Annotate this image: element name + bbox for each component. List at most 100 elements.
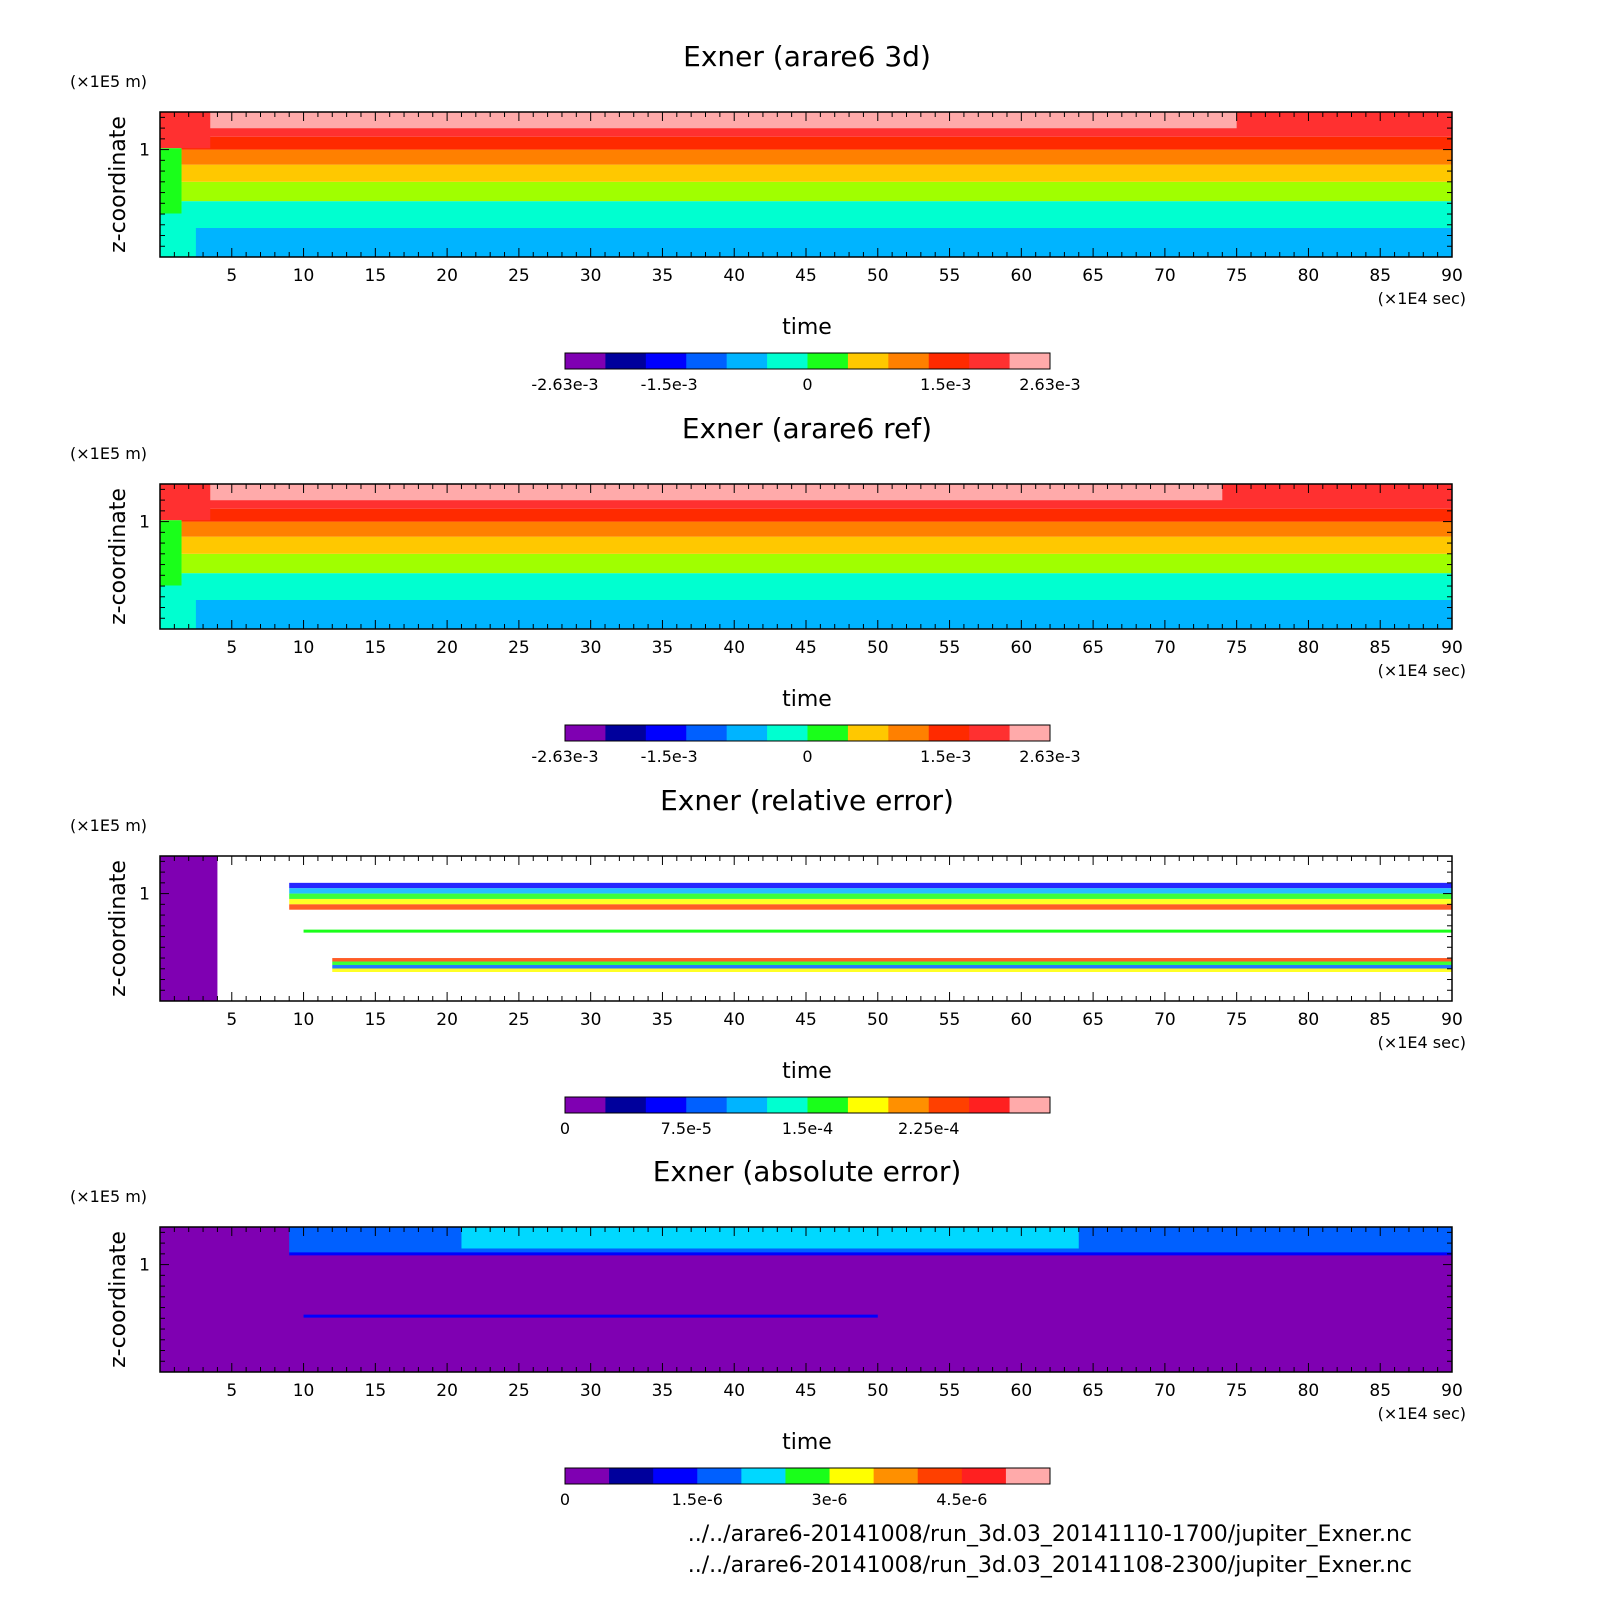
colorbar-swatch [767,1097,808,1113]
x-axis-unit: (×1E4 sec) [1378,661,1466,680]
x-tick-label: 80 [1298,266,1320,286]
colorbar-label: 0 [560,1490,570,1509]
x-tick-label: 90 [1441,1381,1463,1401]
colorbar: 0 7.5e-5 1.5e-4 2.25e-4 [560,1096,1051,1138]
x-tick-label: 45 [795,1010,817,1030]
x-tick-label: 5 [226,638,237,658]
colorbar-swatch [807,725,849,741]
colorbar-label: 0 [560,1119,570,1138]
contour-layer [181,484,1453,501]
colorbar-swatch [686,1097,728,1113]
x-tick-label: 30 [580,1010,602,1030]
x-tick-label: 75 [1226,1381,1248,1401]
contour-layer [181,600,1453,629]
colorbar-swatch [847,725,889,741]
x-tick-label: 70 [1154,638,1176,658]
colorbar-label: 1.5e-3 [920,747,971,766]
colorbar-swatch [697,1468,742,1484]
x-tick-label: 90 [1441,266,1463,286]
colorbar-swatch [645,725,687,741]
x-tick-label: 30 [580,1381,602,1401]
colorbar-label: -1.5e-3 [641,747,698,766]
contour-region [461,1227,1079,1249]
colorbar-label: 4.5e-6 [936,1490,987,1509]
contour-layer [181,536,1453,554]
x-tick-label: 25 [508,638,530,658]
x-tick-label: 40 [723,1381,745,1401]
x-tick-label: 15 [365,1381,387,1401]
x-tick-label: 25 [508,1010,530,1030]
contour-layer [181,201,1453,228]
colorbar-label: 1.5e-4 [782,1119,833,1138]
colorbar-swatch [565,725,606,741]
y-axis-label: z-coordinate [106,860,131,997]
x-axis-unit: (×1E4 sec) [1378,289,1466,308]
colorbar-swatch [741,1468,786,1484]
colorbar-swatch [726,353,768,369]
contour-layer [181,149,1453,165]
source-file-1: ../../arare6-20141008/run_3d.03_20141110… [687,1522,1412,1547]
y-tick-label: 1 [139,141,150,161]
colorbar-label: -1.5e-3 [641,375,698,394]
x-tick-label: 15 [365,638,387,658]
x-tick-label: 75 [1226,1010,1248,1030]
contour-band [332,961,1453,966]
x-tick-label: 70 [1154,1010,1176,1030]
colorbar-label: 1.5e-6 [672,1490,723,1509]
x-tick-label: 65 [1082,638,1104,658]
x-axis-label: time [782,1430,832,1455]
colorbar-swatch [847,353,889,369]
colorbar-swatch [653,1468,698,1484]
contour-layer [160,585,196,629]
x-tick-label: 80 [1298,638,1320,658]
x-tick-label: 35 [652,266,674,286]
contour-layer [181,573,1453,600]
colorbar-label: -2.63e-3 [531,375,598,394]
colorbar-swatch [888,725,930,741]
contour-layer [181,181,1453,202]
contour-layer [181,553,1453,574]
colorbar: 0 1.5e-6 3e-6 4.5e-6 [560,1467,1051,1509]
x-tick-label: 55 [939,1381,961,1401]
chart-panel-3: Exner (relative error) (×1E5 m) z-coordina… [70,784,1466,1138]
contour-band [289,888,1453,894]
contour-band [332,958,1453,962]
chart-title: Exner (absolute error) [653,1155,962,1188]
contour-layer [181,164,1453,182]
colorbar-swatch [605,1097,647,1113]
contour-layer [1236,112,1452,135]
colorbar-label: 7.5e-5 [661,1119,712,1138]
x-tick-label: 20 [436,1010,458,1030]
colorbar-swatch [1009,353,1051,369]
y-tick-label: 1 [139,513,150,533]
x-tick-label: 55 [939,266,961,286]
colorbar-swatch [969,353,1011,369]
colorbar-swatch [888,353,930,369]
colorbar-swatch [686,353,728,369]
x-tick-label: 35 [652,638,674,658]
chart-panel-2: Exner (arare6 ref) (×1E5 m) z-coordinate 5 1… [70,412,1466,766]
colorbar-swatch [969,725,1011,741]
x-tick-label: 10 [293,1381,315,1401]
x-tick-label: 5 [226,266,237,286]
colorbar-swatch [969,1097,1011,1113]
x-tick-label: 45 [795,638,817,658]
colorbar-swatch [928,353,970,369]
colorbar-swatch [961,1468,1007,1484]
source-file-2: ../../arare6-20141008/run_3d.03_20141108… [687,1553,1412,1578]
colorbar-label: 1.5e-3 [920,375,971,394]
x-tick-label: 25 [508,1381,530,1401]
x-axis-label: time [782,1059,832,1084]
contour-layer [181,228,1453,257]
contour-band [289,904,1453,910]
colorbar-swatch [847,1097,889,1113]
x-tick-label: 70 [1154,266,1176,286]
x-tick-label: 60 [1011,1381,1033,1401]
colorbar-swatch [873,1468,919,1484]
y-axis-unit: (×1E5 m) [70,72,147,91]
colorbar-frame [564,1467,1051,1485]
x-tick-label: 30 [580,638,602,658]
contour-layer [160,484,211,521]
colorbar-swatch [1005,1468,1051,1484]
